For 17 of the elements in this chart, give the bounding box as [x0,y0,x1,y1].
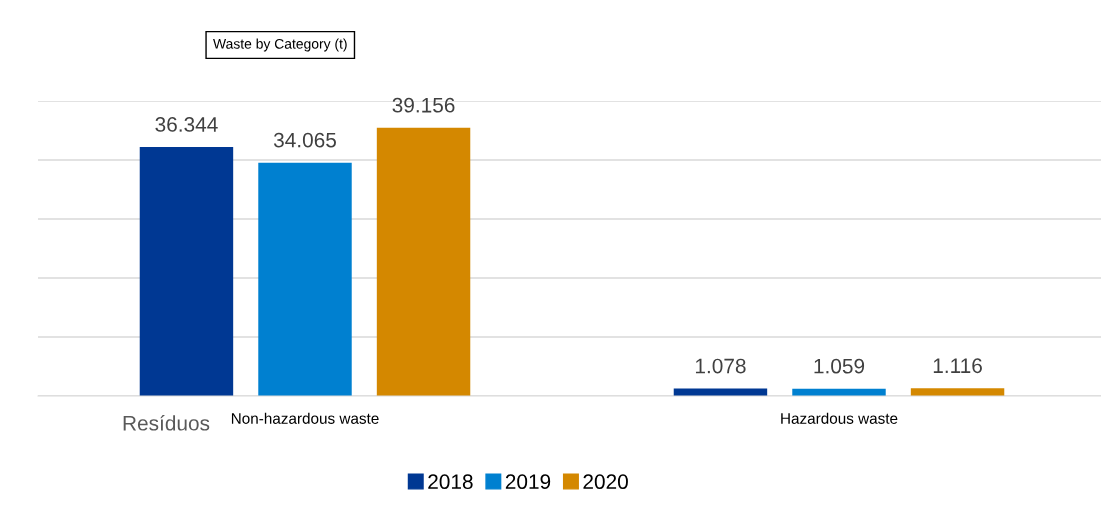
bar [258,162,352,396]
bar [910,388,1005,396]
data-label: 1.116 [933,358,982,374]
bar [139,147,234,396]
x-tick-label: Hazardous waste [781,412,898,424]
bar [376,127,471,396]
legend-label: 2018 [428,474,473,490]
data-label: 39.156 [392,97,455,113]
data-label: 1.078 [695,358,746,374]
data-label: 34.065 [273,132,336,148]
x-tick-label: Non-hazardous waste [231,412,379,424]
legend-label: 2019 [505,474,551,490]
legend-label: 2020 [583,474,628,490]
data-label: 1.059 [814,358,865,374]
data-label: 36.344 [155,117,218,132]
chart-title: Waste by Category (t) [213,38,347,52]
text: Resíduos [123,415,210,431]
